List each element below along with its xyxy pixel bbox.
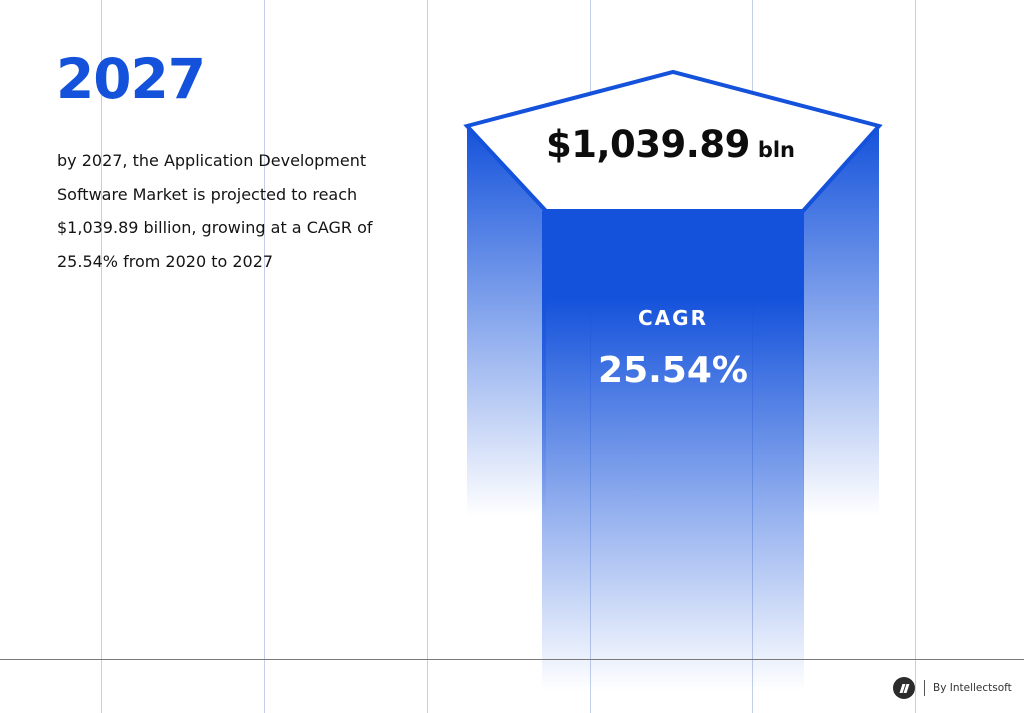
footer-divider <box>0 659 1024 660</box>
footer-brand: By Intellectsoft <box>893 677 1012 699</box>
brand-separator <box>924 680 925 696</box>
graphic-left-wing <box>467 126 546 517</box>
brand-text: By Intellectsoft <box>933 682 1012 694</box>
market-amount: $1,039.89 bln <box>546 126 806 163</box>
intellectsoft-logo-icon <box>893 677 915 699</box>
cagr-label: CAGR <box>638 306 708 330</box>
graphic-right-wing <box>803 126 879 517</box>
headline-year: 2027 <box>56 47 206 111</box>
graphic-center-column <box>542 211 804 691</box>
market-amount-value: $1,039.89 <box>546 123 750 166</box>
headline-description: by 2027, the Application Development Sof… <box>57 151 373 271</box>
graphic-pentagon-cap <box>463 69 883 213</box>
market-amount-unit: bln <box>757 138 796 162</box>
cagr-value: 25.54% <box>598 350 748 391</box>
